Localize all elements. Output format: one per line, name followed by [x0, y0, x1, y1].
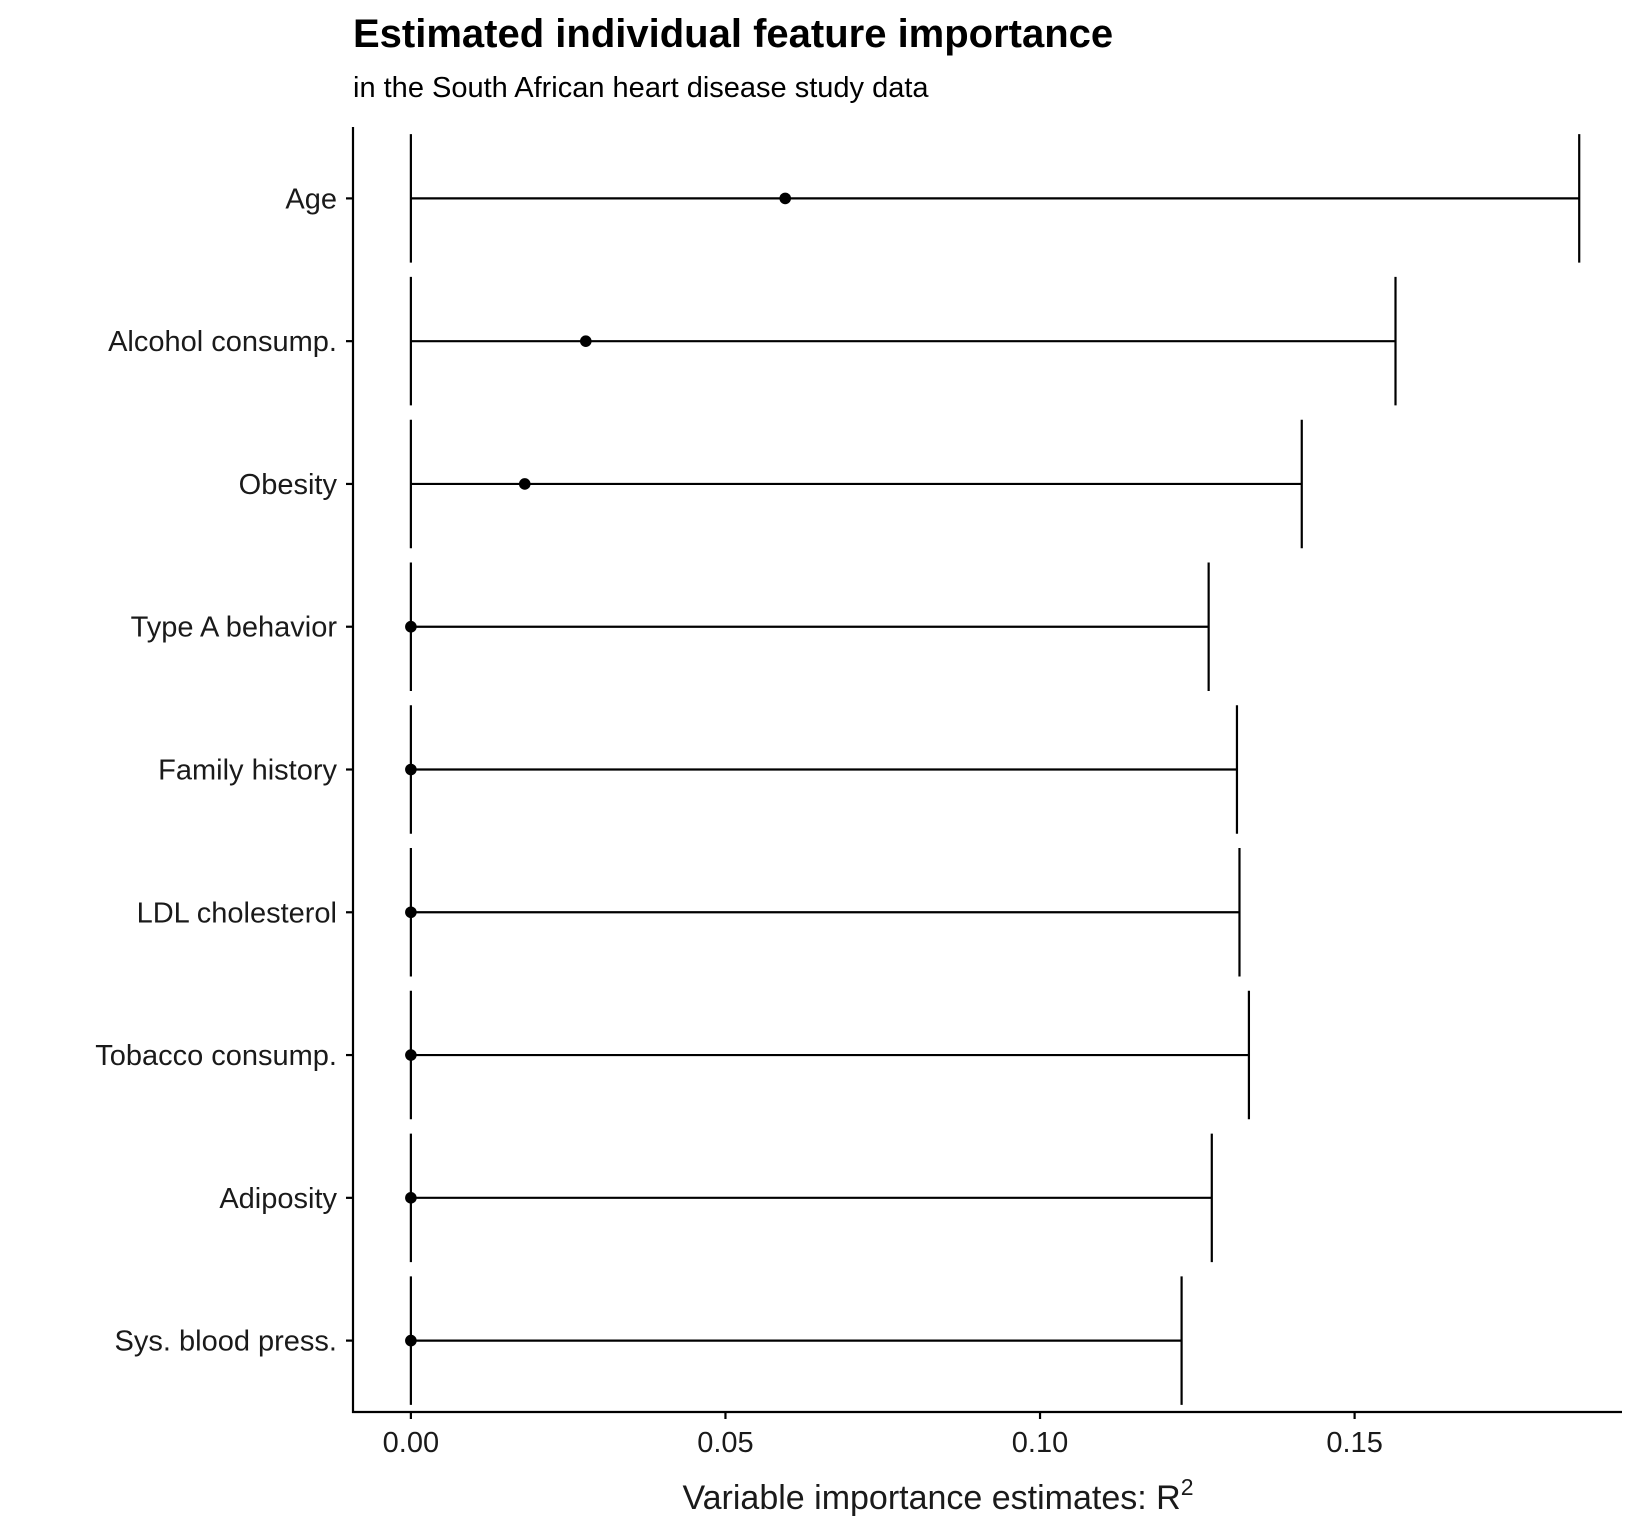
- estimate-point: [405, 620, 417, 633]
- x-axis-ticks: 0.00 0.05 0.10 0.15: [383, 1412, 1383, 1459]
- estimate-point: [579, 335, 592, 347]
- chart-title: Estimated individual feature importance: [353, 12, 1114, 56]
- errorbar-sys-blood-press: [405, 1276, 1183, 1405]
- errorbar-obesity: [409, 419, 1303, 549]
- y-tick-label: Obesity: [239, 469, 338, 501]
- y-axis-ticks: Age Alcohol consump. Obesity Type A behavio…: [95, 183, 353, 1358]
- estimate-point: [405, 1049, 417, 1061]
- x-tick-label: 0.05: [697, 1427, 753, 1459]
- x-axis-title: Variable importance estimates: R2: [682, 1474, 1193, 1517]
- y-tick-label: Tobacco consump.: [95, 1040, 337, 1072]
- chart-marks: [405, 134, 1581, 1405]
- estimate-point: [405, 1334, 417, 1347]
- y-tick-label: Alcohol consump.: [108, 326, 337, 358]
- estimate-point: [518, 478, 531, 490]
- estimate-point: [405, 763, 417, 776]
- errorbar-family-history: [405, 705, 1239, 834]
- chart-subtitle: in the South African heart disease study…: [353, 72, 929, 104]
- estimate-point: [405, 906, 417, 919]
- y-tick-label: Age: [285, 183, 337, 215]
- errorbar-tobacco-consump: [405, 990, 1251, 1120]
- x-tick-label: 0.00: [383, 1427, 439, 1459]
- y-tick-label: Adiposity: [219, 1183, 337, 1215]
- y-tick-label: Type A behavior: [131, 612, 338, 644]
- x-tick-label: 0.10: [1012, 1427, 1068, 1459]
- x-axis-title-superscript: 2: [1181, 1474, 1194, 1500]
- errorbar-adiposity: [405, 1133, 1213, 1263]
- y-tick-label: Sys. blood press.: [115, 1326, 337, 1358]
- y-tick-label: Family history: [158, 755, 337, 787]
- estimate-point: [405, 1192, 417, 1204]
- errorbar-ldl-cholesterol: [405, 848, 1241, 977]
- x-axis-title-text: Variable importance estimates: R: [682, 1479, 1180, 1517]
- errorbar-age: [409, 134, 1581, 263]
- estimate-point: [779, 192, 792, 205]
- errorbar-alcohol-consump: [409, 276, 1397, 406]
- y-tick-label: LDL cholesterol: [137, 897, 337, 929]
- errorbar-type-a-behavior: [405, 562, 1210, 691]
- x-tick-label: 0.15: [1326, 1427, 1382, 1459]
